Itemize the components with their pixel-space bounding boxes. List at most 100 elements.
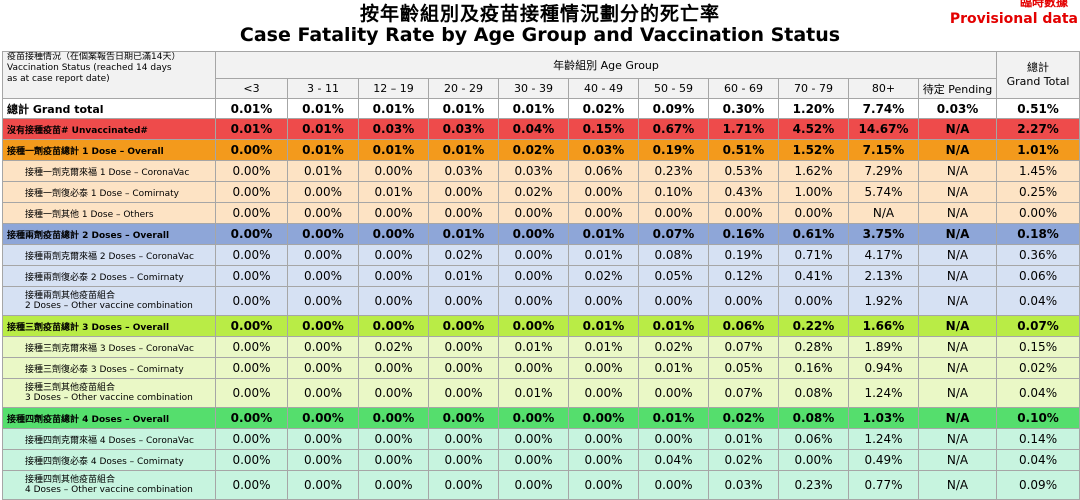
rate-cell: 0.51% bbox=[996, 98, 1080, 119]
rate-cell: 0.09% bbox=[638, 98, 709, 119]
rate-cell: N/A bbox=[917, 407, 998, 429]
rate-cell: 0.01% bbox=[287, 118, 359, 140]
rate-cell: 0.00% bbox=[287, 378, 359, 408]
rate-cell: 0.00% bbox=[358, 407, 429, 429]
rate-cell: 0.00% bbox=[568, 286, 639, 316]
age-column-header: 20 - 29 bbox=[428, 78, 499, 99]
rate-cell: 0.04% bbox=[498, 118, 569, 140]
rate-cell: 0.00% bbox=[215, 265, 288, 287]
grand-total-header-en: Grand Total bbox=[1006, 75, 1070, 88]
rate-cell: 0.03% bbox=[498, 160, 569, 182]
rate-cell: 1.00% bbox=[778, 181, 849, 203]
rate-cell: 0.00% bbox=[428, 286, 499, 316]
rate-cell: 7.15% bbox=[848, 139, 919, 161]
row-label: 接種三劑其他疫苗組合 3 Doses – Other vaccine combin… bbox=[2, 378, 216, 408]
rate-cell: 0.01% bbox=[568, 315, 639, 337]
rate-cell: 0.00% bbox=[498, 428, 569, 450]
rate-cell: 0.25% bbox=[996, 181, 1080, 203]
row-label-text-english: 4 Doses – Other vaccine combination bbox=[25, 485, 193, 495]
row-label: 沒有接種疫苗# Unvaccinated# bbox=[2, 118, 216, 140]
rate-cell: 0.00% bbox=[498, 265, 569, 287]
rate-cell: 4.17% bbox=[848, 244, 919, 266]
rate-cell: 0.10% bbox=[996, 407, 1080, 429]
rate-cell: 0.53% bbox=[708, 160, 779, 182]
rate-cell: 0.00% bbox=[498, 315, 569, 337]
table-row: 總計 Grand total 0.01% 0.01% 0.01% 0.01% 0.01% 0… bbox=[2, 98, 1080, 119]
row-label-text: 接種三劑復必泰 3 Doses – Comirnaty bbox=[25, 364, 184, 375]
vaccination-status-header-en-1: Vaccination Status (reached 14 days bbox=[7, 63, 172, 73]
rate-cell: 0.41% bbox=[778, 265, 849, 287]
rate-cell: 1.52% bbox=[778, 139, 849, 161]
rate-cell: 0.43% bbox=[708, 181, 779, 203]
rate-cell: 0.00% bbox=[287, 336, 359, 358]
rate-cell: 1.20% bbox=[778, 98, 849, 119]
age-column-header: 60 - 69 bbox=[708, 78, 779, 99]
rate-cell: 0.00% bbox=[498, 407, 569, 429]
rate-cell: 0.00% bbox=[498, 286, 569, 316]
rate-cell: 0.07% bbox=[708, 336, 779, 358]
vaccination-status-header-zh: 疫苗接種情況（在個案報告日期已滿14天） bbox=[7, 52, 181, 63]
rate-cell: 0.00% bbox=[215, 336, 288, 358]
rate-cell: 0.23% bbox=[778, 470, 849, 500]
rate-cell: 0.00% bbox=[568, 470, 639, 500]
rate-cell: 0.02% bbox=[358, 336, 429, 358]
rate-cell: 0.16% bbox=[778, 357, 849, 379]
rate-cell: 1.03% bbox=[848, 407, 919, 429]
rate-cell: 0.00% bbox=[568, 181, 639, 203]
rate-cell: 0.01% bbox=[498, 336, 569, 358]
rate-cell: 0.00% bbox=[358, 357, 429, 379]
rate-cell: 0.01% bbox=[638, 407, 709, 429]
rate-cell: 0.00% bbox=[215, 286, 288, 316]
rate-cell: 0.02% bbox=[708, 449, 779, 471]
rate-cell: 0.00% bbox=[358, 223, 429, 245]
table-row: 沒有接種疫苗# Unvaccinated# 0.01% 0.01% 0.03% 0.03… bbox=[2, 118, 1080, 140]
rate-cell: 0.00% bbox=[428, 181, 499, 203]
rate-cell: 4.52% bbox=[778, 118, 849, 140]
rate-cell: 0.00% bbox=[287, 244, 359, 266]
rate-cell: 0.02% bbox=[498, 139, 569, 161]
rate-cell: 0.01% bbox=[215, 118, 288, 140]
row-label-text: 接種兩劑疫苗總計 2 Doses – Overall bbox=[7, 230, 170, 241]
rate-cell: 0.00% bbox=[287, 265, 359, 287]
rate-cell: 0.03% bbox=[708, 470, 779, 500]
rate-cell: 0.04% bbox=[996, 378, 1080, 408]
rate-cell: 0.00% bbox=[287, 202, 359, 224]
rate-cell: 1.71% bbox=[708, 118, 779, 140]
rate-cell: 0.00% bbox=[428, 202, 499, 224]
rate-cell: 0.00% bbox=[215, 160, 288, 182]
table-row: 接種一劑復必泰 1 Dose – Comirnaty 0.00% 0.00% 0.01… bbox=[2, 181, 1080, 203]
row-label-text: 接種四劑其他疫苗組合 bbox=[25, 475, 116, 485]
age-column-header: 80+ bbox=[848, 78, 919, 99]
rate-cell: N/A bbox=[917, 223, 998, 245]
row-label: 接種一劑疫苗總計 1 Dose – Overall bbox=[2, 139, 216, 161]
rate-cell: 0.00% bbox=[287, 449, 359, 471]
age-column-header: 待定 Pending bbox=[917, 78, 998, 99]
rate-cell: 0.00% bbox=[358, 244, 429, 266]
row-label-text: 接種兩劑復必泰 2 Doses – Comirnaty bbox=[25, 272, 184, 283]
rate-cell: 0.06% bbox=[996, 265, 1080, 287]
rate-cell: 0.00% bbox=[568, 378, 639, 408]
rate-cell: 0.00% bbox=[287, 315, 359, 337]
row-label: 接種兩劑復必泰 2 Doses – Comirnaty bbox=[2, 265, 216, 287]
rate-cell: 0.01% bbox=[428, 98, 499, 119]
row-label-text: 接種一劑疫苗總計 1 Dose – Overall bbox=[7, 146, 164, 157]
table-row: 接種四劑其他疫苗組合 4 Doses – Other vaccine combin… bbox=[2, 470, 1080, 500]
page-title-english: Case Fatality Rate by Age Group and Vacc… bbox=[239, 24, 841, 46]
rate-cell: 0.01% bbox=[568, 244, 639, 266]
row-label-text: 接種一劑克爾來福 1 Dose – CoronaVac bbox=[25, 167, 190, 178]
rate-cell: 0.01% bbox=[568, 223, 639, 245]
rate-cell: 0.00% bbox=[215, 470, 288, 500]
rate-cell: 0.00% bbox=[428, 357, 499, 379]
rate-cell: 0.00% bbox=[215, 449, 288, 471]
rate-cell: N/A bbox=[917, 428, 998, 450]
rate-cell: 0.19% bbox=[638, 139, 709, 161]
rate-cell: 0.14% bbox=[996, 428, 1080, 450]
row-label-text: 接種三劑其他疫苗組合 bbox=[25, 383, 116, 393]
rate-cell: 0.00% bbox=[287, 286, 359, 316]
rate-cell: 0.36% bbox=[996, 244, 1080, 266]
rate-cell: 0.00% bbox=[638, 202, 709, 224]
row-label-text: 沒有接種疫苗# Unvaccinated# bbox=[7, 125, 148, 136]
rate-cell: 0.08% bbox=[638, 244, 709, 266]
row-label: 接種四劑其他疫苗組合 4 Doses – Other vaccine combin… bbox=[2, 470, 216, 500]
rate-cell: 0.00% bbox=[215, 378, 288, 408]
